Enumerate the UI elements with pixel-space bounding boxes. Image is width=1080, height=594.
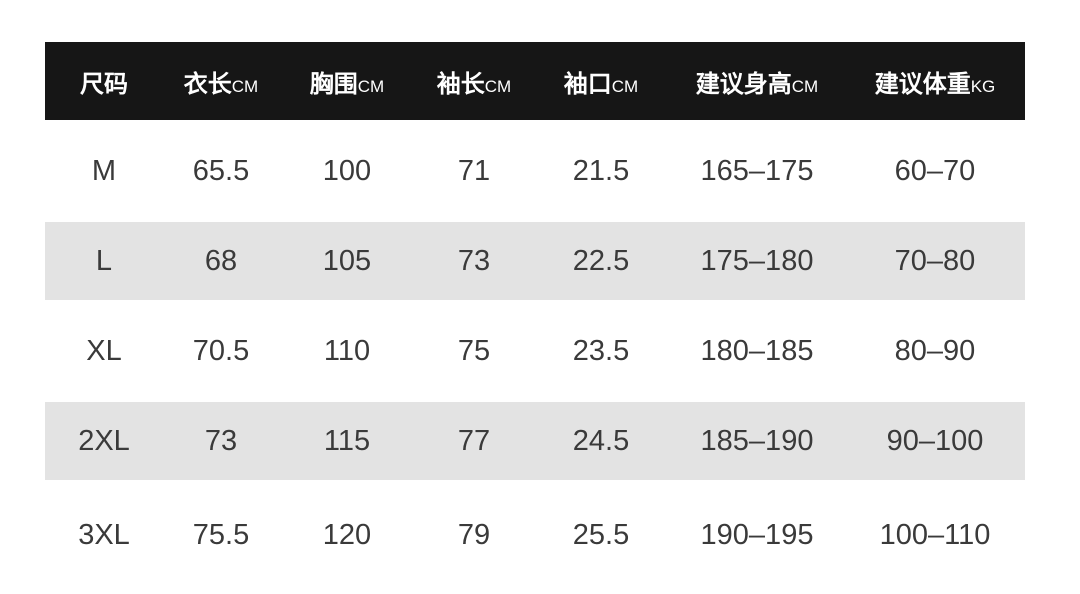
table-cell: 2XL	[78, 424, 130, 457]
table-cell: 70.5	[192, 334, 250, 367]
column-header: 建议身高CM	[669, 64, 845, 99]
table-cell: 60–70	[894, 154, 976, 187]
header-label: 建议身高	[695, 70, 792, 98]
header-label: 尺码	[80, 70, 128, 98]
column-header: 袖长CM	[415, 64, 533, 99]
table-cell: 75	[457, 334, 491, 367]
header-label: 建议体重	[874, 70, 971, 98]
table-cell: 100–110	[879, 518, 991, 551]
header-label: 袖长	[436, 70, 485, 98]
header-unit: CM	[357, 76, 385, 96]
table-cell: M	[91, 154, 117, 187]
table-row: XL 70.5 110 75 23.5 180–185 80–90	[45, 300, 1025, 402]
table-row: 2XL 73 115 77 24.5 185–190 90–100	[45, 402, 1025, 480]
table-cell: 70–80	[894, 244, 976, 277]
table-cell: 23.5	[572, 334, 630, 367]
table-cell: 110	[323, 334, 371, 367]
table-cell: 71	[457, 154, 491, 187]
table-cell: 73	[204, 424, 238, 457]
column-header: 胸围CM	[279, 64, 415, 99]
table-cell: 185–190	[700, 424, 814, 457]
table-cell: 90–100	[886, 424, 984, 457]
table-header: 尺码 衣长CM 胸围CM 袖长CM 袖口CM 建议身高CM 建议体重KG	[45, 42, 1025, 120]
table-cell: 79	[457, 518, 491, 551]
size-chart-table: 尺码 衣长CM 胸围CM 袖长CM 袖口CM 建议身高CM 建议体重KG M 65.5 100 7…	[45, 42, 1025, 590]
table-cell: 25.5	[572, 518, 630, 551]
table-cell: 73	[457, 244, 491, 277]
table-cell: 175–180	[700, 244, 814, 277]
table-row: L 68 105 73 22.5 175–180 70–80	[45, 222, 1025, 300]
table-cell: 68	[204, 244, 238, 277]
column-header: 建议体重KG	[845, 64, 1025, 99]
table-cell: 115	[323, 424, 371, 457]
table-cell: 80–90	[894, 334, 976, 367]
table-row: M 65.5 100 71 21.5 165–175 60–70	[45, 120, 1025, 222]
column-header: 尺码	[45, 64, 163, 99]
header-unit: CM	[611, 76, 639, 96]
table-cell: 165–175	[700, 154, 814, 187]
table-cell: 75.5	[192, 518, 250, 551]
table-cell: 180–185	[700, 334, 814, 367]
header-unit: KG	[970, 76, 996, 96]
header-unit: CM	[484, 76, 512, 96]
header-label: 袖口	[563, 70, 612, 98]
table-cell: 190–195	[700, 518, 814, 551]
table-row: 3XL 75.5 120 79 25.5 190–195 100–110	[45, 480, 1025, 590]
table-cell: L	[95, 244, 113, 277]
table-cell: 3XL	[78, 518, 130, 551]
table-cell: 100	[322, 154, 372, 187]
table-cell: 77	[457, 424, 491, 457]
table-cell: 21.5	[572, 154, 630, 187]
table-cell: XL	[86, 334, 122, 367]
table-cell: 65.5	[192, 154, 250, 187]
header-unit: CM	[791, 76, 819, 96]
header-unit: CM	[231, 76, 259, 96]
table-cell: 22.5	[572, 244, 630, 277]
table-cell: 105	[322, 244, 372, 277]
column-header: 衣长CM	[163, 64, 279, 99]
table-cell: 24.5	[572, 424, 630, 457]
column-header: 袖口CM	[533, 64, 669, 99]
table-cell: 120	[322, 518, 372, 551]
header-label: 胸围	[309, 70, 358, 98]
header-label: 衣长	[183, 70, 232, 98]
